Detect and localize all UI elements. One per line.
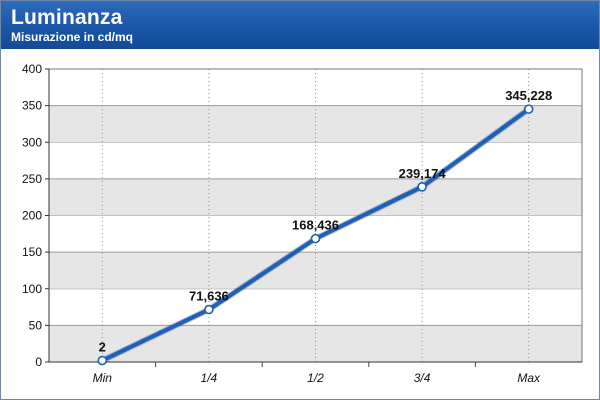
data-point bbox=[310, 233, 321, 244]
data-label: 345,228 bbox=[505, 88, 552, 103]
y-tick-label: 300 bbox=[22, 135, 42, 149]
data-point bbox=[523, 104, 534, 114]
data-label: 71,636 bbox=[189, 289, 229, 304]
x-tick-label: 3/4 bbox=[414, 371, 431, 385]
data-point bbox=[417, 182, 427, 192]
chart-title: Luminanza bbox=[11, 6, 123, 29]
y-tick-label: 100 bbox=[22, 282, 42, 296]
grid-band bbox=[49, 252, 582, 289]
y-tick-label: 200 bbox=[22, 209, 42, 223]
y-tick-label: 400 bbox=[22, 62, 42, 76]
y-tick-label: 150 bbox=[22, 245, 42, 259]
chart-header: Luminanza Misurazione in cd/mq bbox=[1, 1, 599, 49]
data-labels: 2 71,636 168,436 239,174 345,228 bbox=[99, 88, 553, 354]
data-label: 2 bbox=[99, 340, 106, 355]
data-point bbox=[204, 304, 214, 315]
data-points bbox=[97, 104, 534, 366]
chart-subtitle: Misurazione in cd/mq bbox=[11, 30, 134, 44]
y-tick-labels: 0 50 100 150 200 250 300 350 400 bbox=[22, 62, 49, 369]
y-tick-label: 350 bbox=[22, 99, 42, 113]
y-tick-label: 0 bbox=[35, 355, 42, 369]
x-tick-label: 1/2 bbox=[307, 371, 324, 385]
y-tick-label: 50 bbox=[29, 318, 43, 332]
data-point bbox=[97, 355, 108, 366]
grid-band bbox=[49, 325, 582, 362]
x-tick-label: Max bbox=[517, 371, 541, 385]
data-label: 168,436 bbox=[292, 218, 339, 233]
x-tick-labels: Min 1/4 1/2 3/4 Max bbox=[93, 371, 541, 385]
data-label: 239,174 bbox=[399, 166, 447, 181]
y-tick-label: 250 bbox=[22, 172, 42, 186]
x-tick-label: Min bbox=[93, 371, 113, 385]
grid-bands bbox=[49, 68, 582, 362]
grid-band bbox=[49, 105, 582, 143]
x-tick-label: 1/4 bbox=[201, 371, 218, 385]
